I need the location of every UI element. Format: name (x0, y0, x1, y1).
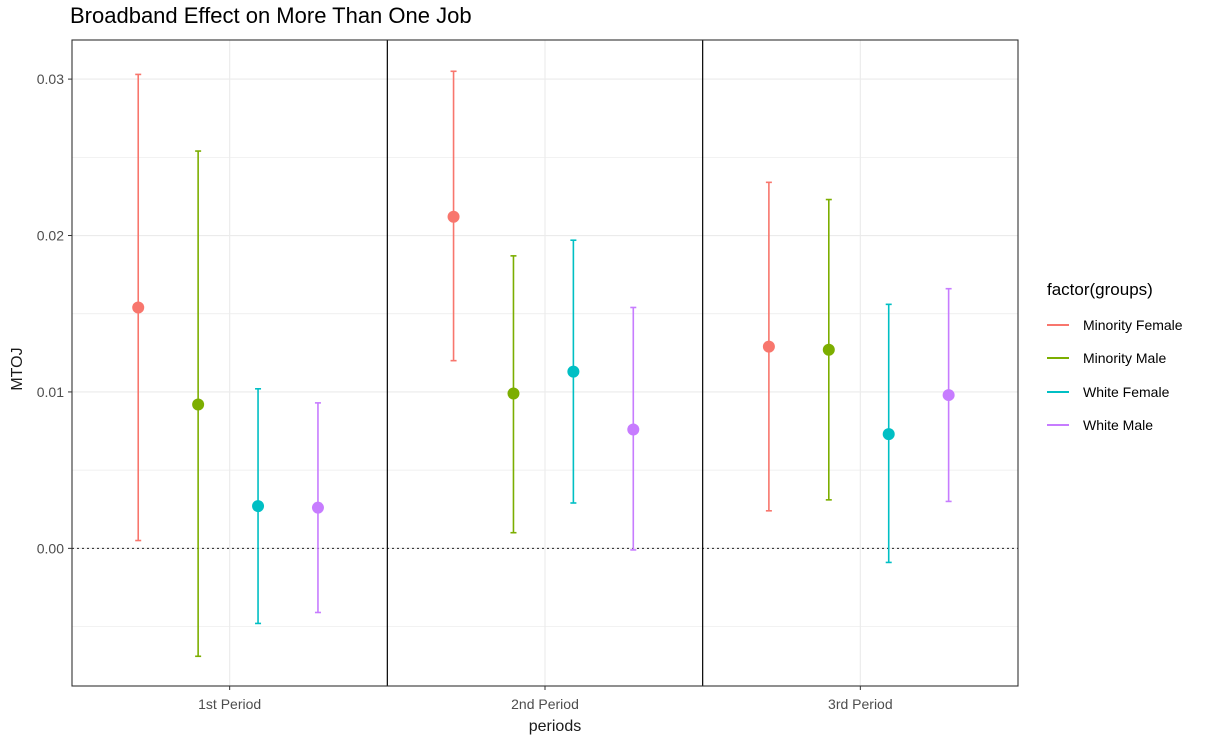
legend-key (1047, 323, 1069, 326)
x-tick-label: 1st Period (198, 696, 261, 712)
legend-title: factor(groups) (1047, 280, 1153, 299)
data-point (822, 343, 835, 356)
legend-item: White Male (1047, 409, 1183, 443)
data-point (447, 210, 460, 223)
data-point (192, 398, 205, 411)
data-point (762, 340, 775, 353)
data-point (942, 389, 955, 402)
y-axis-label: MTOJ (9, 347, 26, 391)
legend-label: Minority Female (1083, 316, 1183, 333)
legend-label: White Female (1083, 383, 1170, 400)
y-tick-label: 0.00 (37, 540, 64, 556)
chart-title: Broadband Effect on More Than One Job (70, 3, 472, 28)
y-tick-label: 0.02 (37, 228, 64, 244)
legend-item: White Female (1047, 375, 1183, 409)
x-axis-label: periods (528, 718, 582, 735)
legend-item: Minority Female (1047, 308, 1183, 342)
data-point (252, 500, 265, 513)
data-point (311, 501, 324, 514)
legend-label: Minority Male (1083, 350, 1167, 367)
x-tick-label: 2nd Period (511, 696, 579, 712)
legend-key (1047, 357, 1069, 360)
data-point (627, 423, 640, 436)
legend-item: Minority Male (1047, 342, 1183, 376)
data-point (132, 301, 145, 314)
data-point (567, 365, 580, 378)
legend-label: White Male (1083, 417, 1154, 434)
legend: factor(groups) Minority Female Minority M… (1047, 280, 1183, 442)
x-tick-label: 3rd Period (828, 696, 893, 712)
legend-key (1047, 390, 1069, 393)
y-tick-label: 0.03 (37, 71, 64, 87)
legend-items: Minority Female Minority Male White Female… (1047, 308, 1183, 442)
data-point (882, 428, 895, 441)
legend-key (1047, 424, 1069, 427)
data-point (507, 387, 520, 400)
y-tick-label: 0.01 (37, 384, 64, 400)
